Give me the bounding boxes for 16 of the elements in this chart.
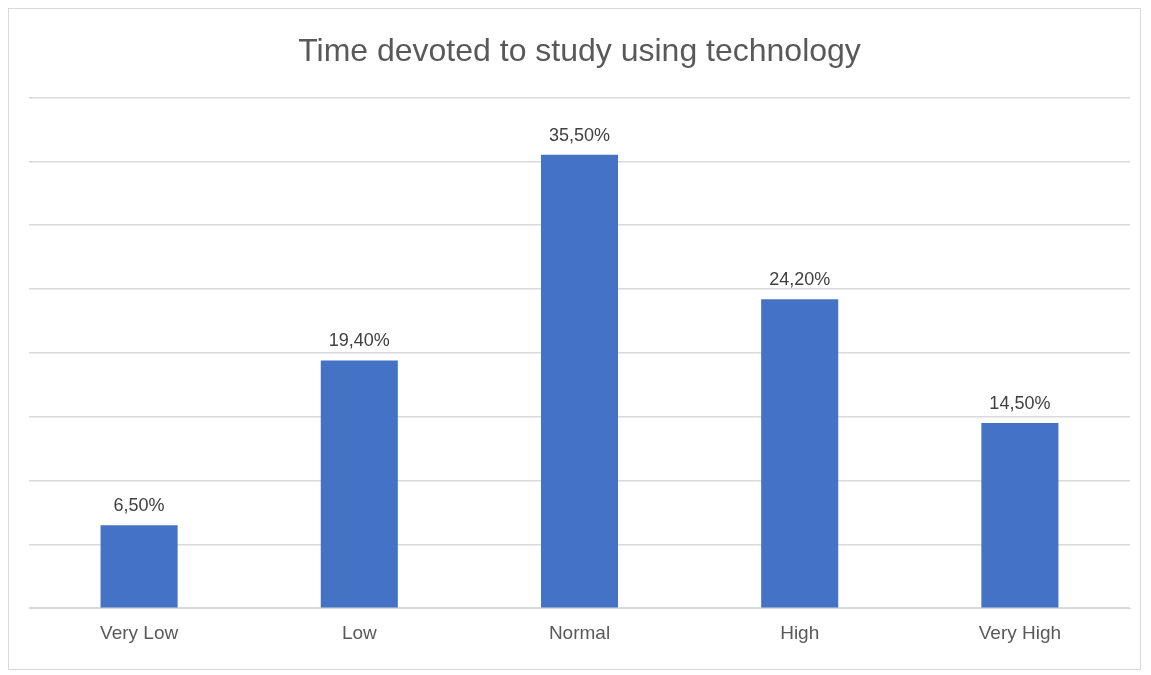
x-tick-label: Normal xyxy=(548,621,611,643)
data-label: 24,20% xyxy=(769,269,831,290)
data-label: 19,40% xyxy=(328,330,390,351)
x-tick-label: Very Low xyxy=(100,621,179,643)
bar xyxy=(100,525,178,608)
x-tick-label: High xyxy=(780,621,820,643)
bar xyxy=(761,299,839,608)
bar xyxy=(320,360,398,608)
data-label: 35,50% xyxy=(548,124,611,145)
x-tick-label: Low xyxy=(341,621,377,643)
bar xyxy=(540,154,619,608)
x-tick-label: Very High xyxy=(978,621,1062,643)
data-label: 6,50% xyxy=(113,495,165,516)
chart-title: Time devoted to study using technology xyxy=(298,32,861,69)
data-label: 14,50% xyxy=(989,393,1051,413)
bar xyxy=(981,423,1059,608)
